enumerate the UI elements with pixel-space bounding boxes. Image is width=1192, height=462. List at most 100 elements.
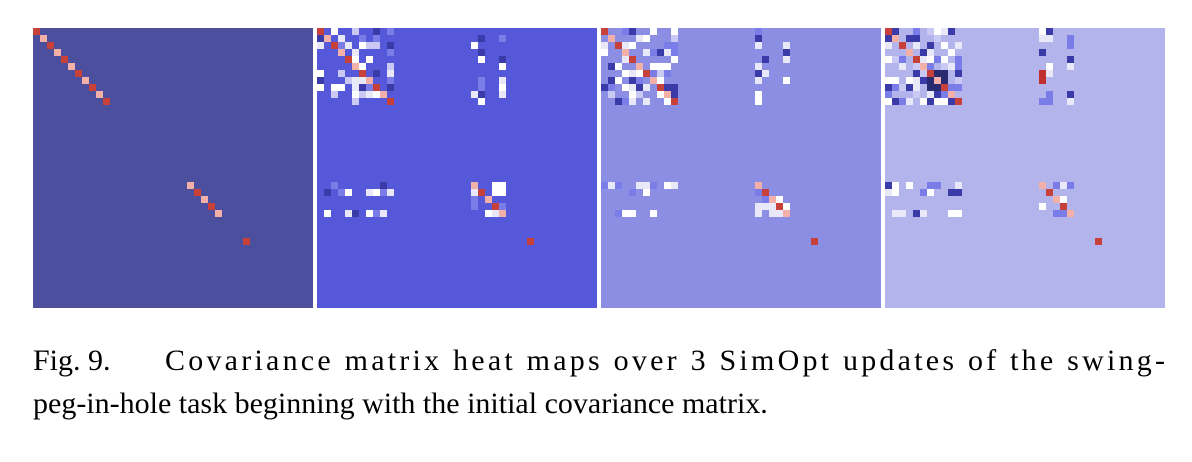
heatmap-cell bbox=[629, 91, 636, 98]
heatmap-cell bbox=[1039, 28, 1046, 35]
heatmap-diagonal bbox=[103, 98, 110, 105]
heatmap-cell bbox=[478, 56, 485, 63]
heatmap-cell bbox=[927, 91, 934, 98]
heatmap-diagonal bbox=[75, 70, 82, 77]
heatmap-diagonal bbox=[885, 28, 892, 35]
heatmap-cell bbox=[762, 203, 769, 210]
heatmap-cell bbox=[352, 56, 359, 63]
heatmap-cell bbox=[338, 42, 345, 49]
heatmap-cell bbox=[471, 42, 478, 49]
heatmap-cell bbox=[352, 84, 359, 91]
heatmap-cell bbox=[755, 91, 762, 98]
heatmap-cell bbox=[913, 84, 920, 91]
heatmap-diagonal bbox=[622, 49, 629, 56]
heatmap-cell bbox=[499, 77, 506, 84]
heatmap-cell bbox=[643, 98, 650, 105]
heatmap-cell bbox=[373, 35, 380, 42]
heatmap-cell bbox=[892, 98, 899, 105]
heatmap-cell bbox=[927, 189, 934, 196]
heatmap-cell bbox=[622, 98, 629, 105]
heatmap-cell bbox=[373, 70, 380, 77]
heatmap-cell bbox=[345, 77, 352, 84]
heatmap-cell bbox=[941, 91, 948, 98]
heatmap-cell bbox=[1053, 210, 1060, 217]
heatmap-cell bbox=[934, 91, 941, 98]
heatmap-cell bbox=[643, 35, 650, 42]
heatmap-cell bbox=[755, 210, 762, 217]
heatmap-diagonal bbox=[920, 63, 927, 70]
heatmap-cell bbox=[955, 70, 962, 77]
heatmap-cell bbox=[671, 182, 678, 189]
heatmap-cell bbox=[478, 35, 485, 42]
heatmap-cell bbox=[650, 28, 657, 35]
heatmap-diagonal bbox=[755, 182, 762, 189]
heatmap-cell bbox=[948, 189, 955, 196]
heatmap-cell bbox=[499, 63, 506, 70]
heatmap-cell bbox=[948, 49, 955, 56]
heatmap-cell bbox=[913, 63, 920, 70]
heatmap-cell bbox=[366, 210, 373, 217]
heatmap-cell bbox=[608, 182, 615, 189]
heatmap-cell bbox=[345, 210, 352, 217]
heatmap-cell bbox=[885, 189, 892, 196]
heatmap-cell bbox=[629, 77, 636, 84]
heatmap-cell bbox=[885, 35, 892, 42]
heatmap-cell bbox=[776, 196, 783, 203]
heatmap-cell bbox=[927, 42, 934, 49]
heatmap-cell bbox=[352, 210, 359, 217]
heatmap-cell bbox=[1046, 28, 1053, 35]
heatmap-cell bbox=[499, 91, 506, 98]
heatmap-cell bbox=[913, 35, 920, 42]
heatmap-cell bbox=[955, 210, 962, 217]
heatmap-cell bbox=[1067, 98, 1074, 105]
heatmap-cell bbox=[352, 49, 359, 56]
heatmap-cell bbox=[478, 49, 485, 56]
heatmap-cell bbox=[955, 189, 962, 196]
heatmap-cell bbox=[762, 196, 769, 203]
heatmap-cell bbox=[920, 56, 927, 63]
heatmap-cell bbox=[615, 77, 622, 84]
heatmap-cell bbox=[657, 63, 664, 70]
heatmap-cell bbox=[492, 210, 499, 217]
caption-line: Covariance matrix heat maps over 3 SimOp… bbox=[165, 344, 1165, 377]
heatmap-cell bbox=[317, 42, 324, 49]
heatmap-cell bbox=[629, 84, 636, 91]
heatmap-cell bbox=[671, 28, 678, 35]
heatmap-diagonal bbox=[608, 35, 615, 42]
heatmap-diagonal bbox=[373, 84, 380, 91]
heatmap-cell bbox=[636, 182, 643, 189]
heatmap-diagonal bbox=[1046, 189, 1053, 196]
heatmap-cell bbox=[1039, 203, 1046, 210]
heatmap-diagonal bbox=[89, 84, 96, 91]
heatmap-cell bbox=[927, 63, 934, 70]
heatmap-cell bbox=[471, 196, 478, 203]
heatmap-diagonal bbox=[485, 196, 492, 203]
heatmap-cell bbox=[664, 42, 671, 49]
heatmap-cell bbox=[1046, 63, 1053, 70]
heatmap-cell bbox=[913, 28, 920, 35]
heatmap-cell bbox=[664, 70, 671, 77]
heatmap-diagonal bbox=[194, 189, 201, 196]
heatmap-cell bbox=[755, 42, 762, 49]
heatmap-cell bbox=[906, 98, 913, 105]
heatmap-cell bbox=[1060, 182, 1067, 189]
heatmap-diagonal bbox=[499, 210, 506, 217]
heatmap-cell bbox=[608, 77, 615, 84]
heatmap-cell bbox=[927, 28, 934, 35]
heatmap-cell bbox=[955, 42, 962, 49]
heatmap-cell bbox=[1046, 98, 1053, 105]
heatmap-diagonal bbox=[387, 98, 394, 105]
heatmap-diagonal bbox=[527, 238, 534, 245]
heatmap-diagonal bbox=[324, 35, 331, 42]
heatmap-cell bbox=[671, 84, 678, 91]
heatmap-cell bbox=[1060, 210, 1067, 217]
heatmap-diagonal bbox=[331, 42, 338, 49]
heatmap-cell bbox=[906, 77, 913, 84]
heatmap-cell bbox=[366, 42, 373, 49]
heatmap-diagonal bbox=[1060, 203, 1067, 210]
heatmap-diagonal bbox=[934, 77, 941, 84]
heatmap-diagonal bbox=[776, 203, 783, 210]
heatmap-cell bbox=[499, 203, 506, 210]
heatmap-cell bbox=[352, 91, 359, 98]
heatmap-cell bbox=[941, 98, 948, 105]
